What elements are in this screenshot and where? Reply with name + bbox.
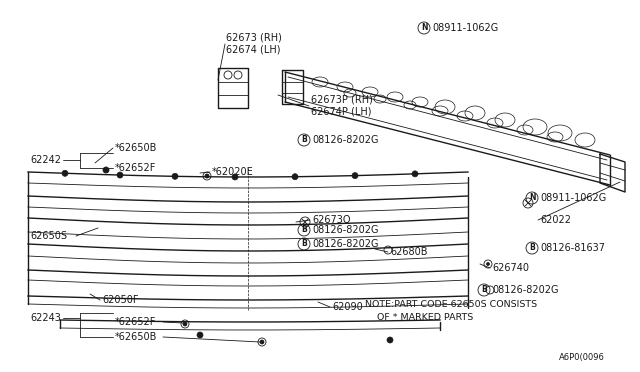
Text: A6P0(0096: A6P0(0096 [559, 353, 605, 362]
Text: 626740: 626740 [492, 263, 529, 273]
Circle shape [183, 322, 187, 326]
Text: N: N [420, 23, 428, 32]
Text: 08126-8202G: 08126-8202G [312, 239, 378, 249]
Text: 08126-8202G: 08126-8202G [492, 285, 559, 295]
Circle shape [232, 174, 238, 180]
Text: *62652F: *62652F [115, 163, 156, 173]
Text: 08911-1062G: 08911-1062G [540, 193, 606, 203]
Text: 62650S: 62650S [30, 231, 67, 241]
Text: *62652F: *62652F [115, 317, 156, 327]
Circle shape [197, 332, 203, 338]
Circle shape [62, 170, 68, 176]
Text: *62650B: *62650B [115, 143, 157, 153]
Text: *62650B: *62650B [115, 332, 157, 342]
Text: 08126-8202G: 08126-8202G [312, 135, 378, 145]
Text: 08126-8202G: 08126-8202G [312, 225, 378, 235]
Text: 62680B: 62680B [390, 247, 428, 257]
Circle shape [260, 340, 264, 344]
Circle shape [172, 173, 178, 179]
Text: B: B [481, 285, 487, 295]
Circle shape [205, 174, 209, 178]
Text: 62050F: 62050F [102, 295, 138, 305]
Text: B: B [301, 135, 307, 144]
Circle shape [117, 172, 123, 178]
Text: 62674 (LH): 62674 (LH) [226, 45, 280, 55]
Text: 08126-81637: 08126-81637 [540, 243, 605, 253]
Text: NOTE:PART CODE 62650S CONSISTS: NOTE:PART CODE 62650S CONSISTS [365, 300, 537, 309]
Text: B: B [529, 244, 535, 253]
Text: B: B [301, 225, 307, 234]
Text: 62090: 62090 [332, 302, 363, 312]
Text: 08911-1062G: 08911-1062G [432, 23, 499, 33]
Text: 62674P (LH): 62674P (LH) [311, 107, 371, 117]
Text: 62242: 62242 [30, 155, 61, 165]
Circle shape [412, 171, 418, 177]
Circle shape [103, 167, 109, 173]
Circle shape [387, 337, 393, 343]
Text: 62673P (RH): 62673P (RH) [311, 95, 373, 105]
Text: B: B [301, 240, 307, 248]
Circle shape [486, 263, 490, 266]
Text: 62243: 62243 [30, 313, 61, 323]
Text: OF * MARKED PARTS: OF * MARKED PARTS [365, 313, 473, 322]
Text: *62020E: *62020E [212, 167, 253, 177]
Text: 62022: 62022 [540, 215, 571, 225]
Circle shape [292, 174, 298, 180]
Text: 62673Q: 62673Q [312, 215, 351, 225]
Text: 62673 (RH): 62673 (RH) [226, 33, 282, 43]
Circle shape [352, 173, 358, 179]
Text: N: N [529, 193, 535, 202]
